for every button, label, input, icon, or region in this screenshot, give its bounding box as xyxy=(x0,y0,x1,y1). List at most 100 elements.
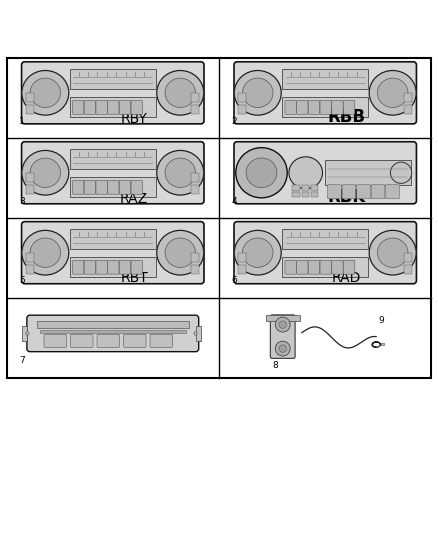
Text: 7: 7 xyxy=(19,357,25,366)
Ellipse shape xyxy=(369,70,416,115)
FancyBboxPatch shape xyxy=(21,142,204,204)
Bar xyxy=(404,105,412,114)
Ellipse shape xyxy=(246,158,277,188)
FancyBboxPatch shape xyxy=(328,185,341,199)
Bar xyxy=(301,185,309,191)
Bar xyxy=(26,105,34,114)
Bar xyxy=(191,105,199,114)
Text: RAZ: RAZ xyxy=(120,191,148,206)
Ellipse shape xyxy=(378,238,408,268)
Ellipse shape xyxy=(279,321,286,328)
Text: 9: 9 xyxy=(378,316,385,325)
Bar xyxy=(196,326,201,341)
Ellipse shape xyxy=(22,150,69,195)
Ellipse shape xyxy=(279,345,286,352)
FancyBboxPatch shape xyxy=(96,100,107,114)
Bar xyxy=(266,316,300,321)
Bar xyxy=(70,98,155,117)
FancyBboxPatch shape xyxy=(285,100,296,114)
Ellipse shape xyxy=(30,78,60,108)
FancyBboxPatch shape xyxy=(320,260,332,274)
Bar xyxy=(70,177,155,197)
FancyBboxPatch shape xyxy=(308,260,320,274)
FancyBboxPatch shape xyxy=(108,100,119,114)
Bar xyxy=(283,98,368,117)
FancyBboxPatch shape xyxy=(84,180,95,194)
Bar xyxy=(70,257,155,277)
Ellipse shape xyxy=(234,230,281,275)
Bar xyxy=(26,253,34,262)
Bar xyxy=(238,93,246,102)
FancyBboxPatch shape xyxy=(119,100,131,114)
Ellipse shape xyxy=(30,238,60,268)
FancyBboxPatch shape xyxy=(44,334,67,348)
FancyBboxPatch shape xyxy=(357,185,371,199)
FancyBboxPatch shape xyxy=(21,222,204,284)
Bar xyxy=(311,185,318,191)
Text: 3: 3 xyxy=(19,197,25,206)
Bar xyxy=(283,229,368,249)
FancyBboxPatch shape xyxy=(150,334,173,348)
Bar xyxy=(26,185,34,194)
Bar xyxy=(404,93,412,102)
Ellipse shape xyxy=(194,332,197,335)
Ellipse shape xyxy=(390,162,412,183)
Ellipse shape xyxy=(22,70,69,115)
FancyBboxPatch shape xyxy=(73,180,84,194)
Ellipse shape xyxy=(165,158,195,188)
FancyBboxPatch shape xyxy=(84,100,95,114)
Ellipse shape xyxy=(157,150,204,195)
Ellipse shape xyxy=(369,230,416,275)
Bar xyxy=(70,149,155,169)
FancyBboxPatch shape xyxy=(73,260,84,274)
Text: 5: 5 xyxy=(19,277,25,286)
FancyBboxPatch shape xyxy=(297,260,308,274)
Bar xyxy=(191,93,199,102)
FancyBboxPatch shape xyxy=(343,260,355,274)
Text: 1: 1 xyxy=(19,117,25,126)
FancyBboxPatch shape xyxy=(308,100,320,114)
FancyBboxPatch shape xyxy=(131,260,142,274)
FancyBboxPatch shape xyxy=(108,260,119,274)
FancyBboxPatch shape xyxy=(119,260,131,274)
Bar xyxy=(7,59,431,378)
FancyBboxPatch shape xyxy=(332,100,343,114)
Bar xyxy=(404,253,412,262)
Bar xyxy=(238,253,246,262)
Bar xyxy=(301,192,309,197)
FancyBboxPatch shape xyxy=(234,222,417,284)
FancyBboxPatch shape xyxy=(27,315,199,352)
FancyBboxPatch shape xyxy=(73,100,84,114)
Ellipse shape xyxy=(243,238,273,268)
Bar xyxy=(238,265,246,274)
Bar xyxy=(238,105,246,114)
Text: RBB: RBB xyxy=(328,108,365,126)
FancyBboxPatch shape xyxy=(21,62,204,124)
Bar xyxy=(191,185,199,194)
FancyBboxPatch shape xyxy=(371,185,385,199)
Text: 4: 4 xyxy=(232,197,237,206)
FancyBboxPatch shape xyxy=(234,62,417,124)
Bar xyxy=(36,321,189,328)
Ellipse shape xyxy=(165,78,195,108)
Ellipse shape xyxy=(289,157,322,189)
Bar xyxy=(191,253,199,262)
Bar xyxy=(70,229,155,249)
Ellipse shape xyxy=(276,341,290,356)
FancyBboxPatch shape xyxy=(297,100,308,114)
FancyBboxPatch shape xyxy=(119,180,131,194)
Ellipse shape xyxy=(243,78,273,108)
FancyBboxPatch shape xyxy=(96,180,107,194)
Bar xyxy=(404,265,412,274)
Ellipse shape xyxy=(30,158,60,188)
FancyBboxPatch shape xyxy=(84,260,95,274)
Bar xyxy=(191,173,199,182)
Ellipse shape xyxy=(276,317,290,332)
FancyBboxPatch shape xyxy=(234,142,417,204)
Bar xyxy=(191,265,199,274)
Text: RBT: RBT xyxy=(120,271,148,286)
Text: RAD: RAD xyxy=(332,271,361,286)
FancyBboxPatch shape xyxy=(124,334,146,348)
Text: 2: 2 xyxy=(232,117,237,126)
Bar xyxy=(381,343,384,345)
